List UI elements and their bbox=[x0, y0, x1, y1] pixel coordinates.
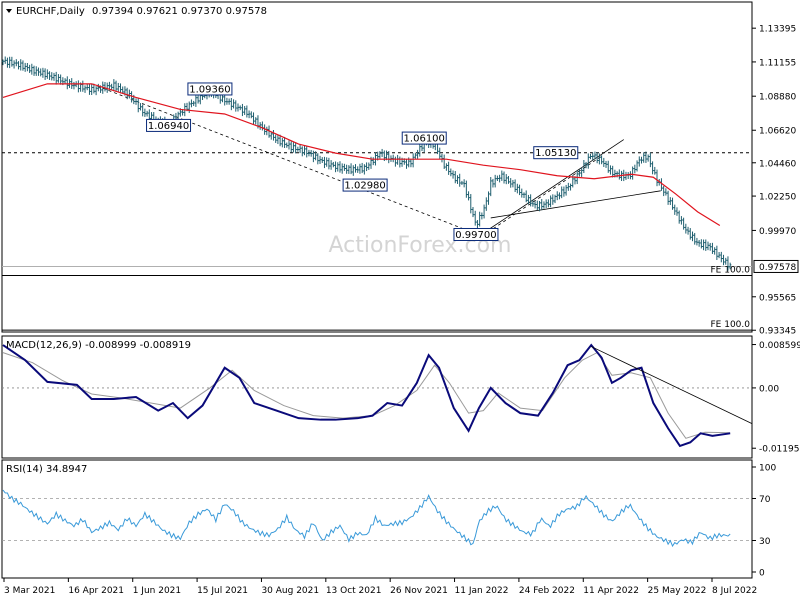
price-tick-label: 0.93345 bbox=[759, 327, 796, 337]
price-annotation: 0.99700 bbox=[455, 230, 496, 241]
macd-signal-line bbox=[2, 351, 731, 439]
x-tick-label: 24 Feb 2022 bbox=[519, 586, 575, 596]
price-annotation-box bbox=[342, 178, 388, 192]
macd-tick-label: 0.008599 bbox=[759, 341, 800, 351]
trendline bbox=[490, 190, 661, 219]
macd-panel bbox=[1, 335, 753, 459]
price-tick-label: 0.95565 bbox=[759, 293, 796, 303]
price-annotation-box bbox=[187, 82, 233, 96]
current-price-box bbox=[753, 259, 799, 273]
price-tick-label: 0.99970 bbox=[759, 227, 796, 237]
trendline bbox=[91, 83, 477, 235]
price-annotation: 1.06940 bbox=[148, 121, 189, 132]
caret-down-icon[interactable] bbox=[6, 9, 12, 13]
macd-tick-label: 0.00 bbox=[759, 384, 779, 394]
symbol-label: EURCHF,Daily bbox=[16, 6, 85, 17]
price-tick-label: 1.08880 bbox=[759, 93, 796, 103]
price-panel bbox=[1, 1, 753, 333]
price-annotation-box bbox=[401, 131, 447, 145]
x-tick-label: 3 Mar 2021 bbox=[4, 586, 55, 596]
trendline bbox=[483, 139, 624, 234]
price-annotation: 1.02980 bbox=[344, 181, 385, 192]
rsi-tick-label: 0 bbox=[759, 569, 765, 579]
price-tick-label: 1.02250 bbox=[759, 193, 796, 203]
price-annotation-box bbox=[453, 227, 499, 241]
price-tick-label: 1.04460 bbox=[759, 159, 796, 169]
rsi-tick-label: 30 bbox=[759, 537, 771, 547]
rsi-tick-label: 100 bbox=[759, 464, 776, 474]
price-tick-label: 0.97578 bbox=[759, 263, 796, 273]
x-tick-label: 30 Aug 2021 bbox=[261, 586, 319, 596]
moving-average-line bbox=[2, 83, 721, 226]
x-tick-label: 13 Oct 2021 bbox=[326, 586, 382, 596]
x-tick-label: 26 Nov 2021 bbox=[390, 586, 448, 596]
macd-line bbox=[2, 343, 731, 448]
rsi-layer: 100 70 30 0 bbox=[2, 464, 776, 579]
x-tick-label: 25 May 2022 bbox=[648, 586, 707, 596]
axis-layer: 1.13395 1.11155 1.08880 1.06620 1.04460 1.022… bbox=[3, 25, 799, 596]
price-annotation-box bbox=[533, 146, 579, 160]
x-tick-label: 1 Jun 2021 bbox=[133, 586, 181, 596]
macd-tick-label: -0.011958 bbox=[759, 445, 800, 455]
x-tick-label: 11 Jan 2022 bbox=[455, 586, 509, 596]
price-tick-label: 1.06620 bbox=[759, 127, 796, 137]
rsi-tick-label: 70 bbox=[759, 495, 771, 505]
fe-level-label: FE 100.0 bbox=[711, 265, 751, 275]
price-annotation: 1.06100 bbox=[404, 134, 445, 145]
macd-trendline bbox=[591, 346, 753, 424]
ohlc-readout: 0.97394 0.97621 0.97370 0.97578 bbox=[92, 6, 267, 17]
x-tick-label: 11 Apr 2022 bbox=[583, 586, 639, 596]
price-annotation: 1.09360 bbox=[189, 84, 230, 95]
price-tick-label: 1.13395 bbox=[759, 25, 796, 35]
price-annotation: 1.05130 bbox=[535, 148, 576, 159]
rsi-line bbox=[2, 489, 731, 548]
x-tick-label: 15 Jul 2021 bbox=[197, 586, 248, 596]
macd-title: MACD(12,26,9) -0.008999 -0.008919 bbox=[6, 340, 191, 351]
price-tick-label: 1.11155 bbox=[759, 58, 796, 68]
macd-layer: 0.008599 0.00 -0.011958 bbox=[2, 341, 800, 455]
x-tick-label: 8 Jul 2022 bbox=[712, 586, 757, 596]
price-layer: FE 100.0 FE 100.0 1.09360 1.06940 1.06100 1.0… bbox=[1, 56, 752, 331]
fe-level-label: FE 100.0 bbox=[711, 320, 751, 330]
price-header: EURCHF,Daily 0.97394 0.97621 0.97370 0.9… bbox=[6, 6, 267, 17]
x-tick-label: 16 Apr 2021 bbox=[68, 586, 124, 596]
rsi-title: RSI(14) 34.8947 bbox=[6, 464, 87, 475]
rsi-panel bbox=[1, 459, 753, 579]
price-annotation-box bbox=[146, 118, 192, 132]
